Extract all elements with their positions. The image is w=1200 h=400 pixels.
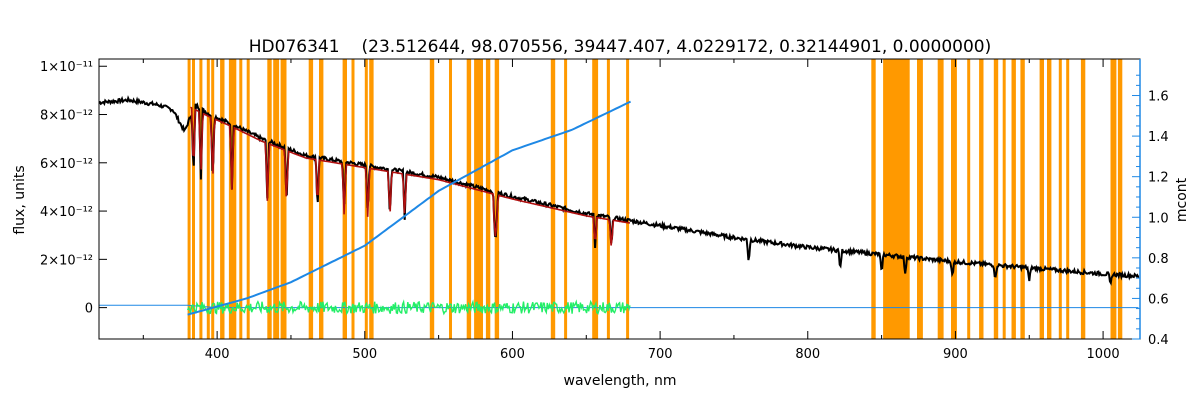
x-axis-label: wavelength, nm <box>564 373 677 389</box>
y-right-tick-label: 0.8 <box>1148 252 1169 267</box>
masked-region <box>429 59 435 339</box>
x-tick-label: 700 <box>648 347 673 362</box>
masked-region <box>474 59 483 339</box>
masked-region <box>979 59 984 339</box>
y-right-tick-label: 0.6 <box>1148 292 1169 307</box>
x-tick-label: 800 <box>795 347 820 362</box>
masked-region <box>449 59 452 339</box>
masked-region <box>239 59 243 339</box>
masked-region <box>1080 59 1086 339</box>
x-tick-label: 600 <box>500 347 525 362</box>
y-left-tick-label: 4×10⁻¹² <box>40 205 93 220</box>
masked-region <box>273 59 280 339</box>
y-left-tick-label: 1×10⁻¹¹ <box>40 60 93 75</box>
masked-region <box>206 59 210 339</box>
title-params: (23.512644, 98.070556, 39447.407, 4.0229… <box>362 37 992 57</box>
y-left-tick-label: 2×10⁻¹² <box>40 253 93 268</box>
x-axis: 400 500 600 700 800 900 1000 <box>142 59 1120 362</box>
y-right-tick-label: 1.2 <box>1148 171 1169 186</box>
masked-region <box>883 59 910 339</box>
masked-region <box>280 59 287 339</box>
masked-region <box>1002 59 1006 339</box>
masked-region <box>951 59 957 339</box>
masked-region <box>993 59 999 339</box>
masked-region <box>187 59 191 339</box>
y-axis-right-label: mcont <box>1174 177 1190 222</box>
masked-region <box>1058 59 1062 339</box>
series-mcont <box>187 100 632 316</box>
masked-region <box>1110 59 1117 339</box>
y-right-tick-label: 1.6 <box>1148 90 1169 105</box>
y-left-tick-label: 8×10⁻¹² <box>40 109 93 124</box>
masked-region <box>466 59 472 339</box>
y-right-tick-label: 1.4 <box>1148 130 1169 145</box>
masked-region <box>485 59 491 339</box>
masked-region <box>937 59 944 339</box>
x-tick-label: 1000 <box>1087 347 1120 362</box>
x-tick-label: 500 <box>352 347 377 362</box>
masked-region <box>564 59 568 339</box>
masked-region <box>626 59 630 339</box>
masked-region <box>917 59 923 339</box>
masked-region <box>351 59 355 339</box>
plot-frame <box>98 58 1141 340</box>
masked-region <box>1047 59 1052 339</box>
masked-regions <box>187 59 1123 339</box>
y-axis-left-label: flux, units <box>12 165 28 234</box>
masked-region <box>220 59 225 339</box>
title-star: HD076341 <box>249 37 340 57</box>
masked-region <box>192 59 195 339</box>
masked-region <box>606 59 610 339</box>
series-residuals <box>186 299 631 316</box>
y-left-tick-label: 6×10⁻¹² <box>40 157 93 172</box>
masked-region <box>199 59 203 339</box>
y-right-tick-label: 0.4 <box>1148 333 1169 348</box>
masked-region <box>211 59 215 339</box>
masked-region <box>871 59 876 339</box>
masked-region <box>1011 59 1016 339</box>
y-right-tick-label: 1.0 <box>1148 211 1169 226</box>
masked-region <box>1039 59 1044 339</box>
x-tick-label: 400 <box>205 347 230 362</box>
masked-region <box>550 59 556 339</box>
masked-region <box>1066 59 1070 339</box>
masked-region <box>267 59 272 339</box>
masked-region <box>1020 59 1025 339</box>
series-model-flux <box>190 106 631 246</box>
masked-region <box>319 59 324 339</box>
masked-region <box>228 59 237 339</box>
y-axis-left: 0 2×10⁻¹² 4×10⁻¹² 6×10⁻¹² 8×10⁻¹² 1×10⁻¹¹ <box>40 60 107 317</box>
y-axis-right: 0.4 0.6 0.8 1.0 1.2 1.4 1.6 <box>1132 59 1169 348</box>
x-tick-label: 900 <box>943 347 968 362</box>
masked-region <box>246 59 250 339</box>
series-group <box>98 95 1140 316</box>
masked-region <box>967 59 971 339</box>
masked-region <box>308 59 314 339</box>
masked-region <box>369 59 374 339</box>
chart-title: HD076341 (23.512644, 98.070556, 39447.407… <box>249 37 992 57</box>
masked-region <box>1117 59 1123 339</box>
masked-region <box>592 59 599 339</box>
y-left-tick-label: 0 <box>85 302 93 317</box>
